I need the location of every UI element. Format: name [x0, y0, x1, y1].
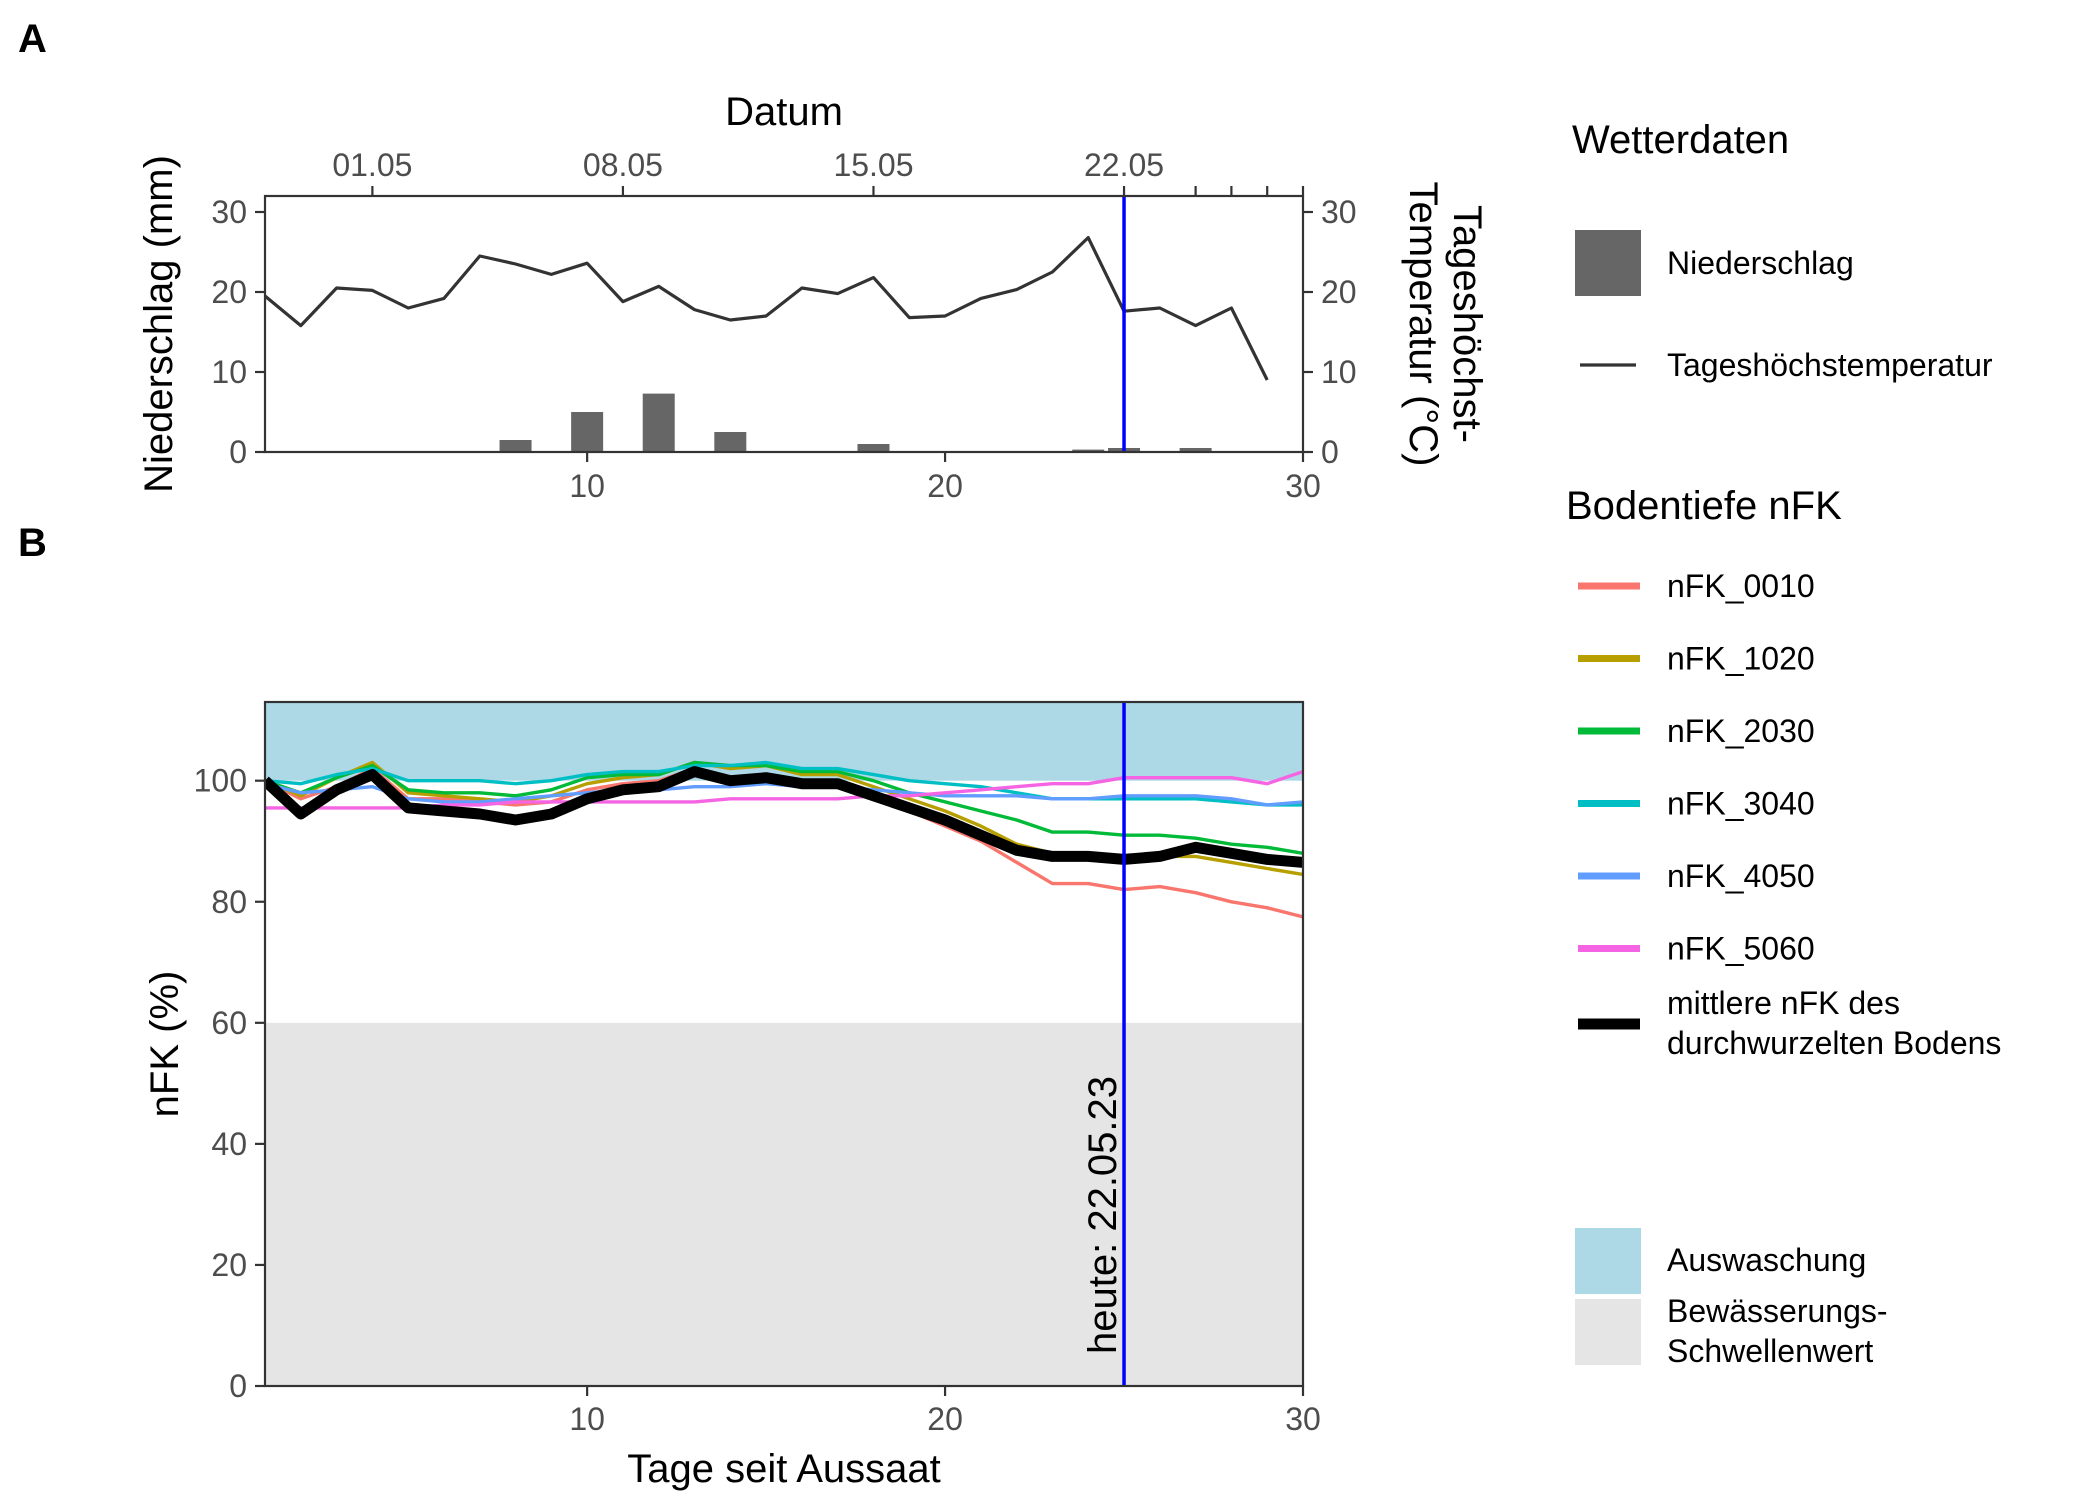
precip-tick-label: 30	[211, 194, 247, 230]
date-axis: 01.05 08.05 15.05 22.05	[332, 147, 1305, 196]
today-label: heute: 22.05.23	[1081, 1076, 1125, 1354]
precip-bar	[1072, 449, 1105, 452]
legend-soil-title: Bodentiefe nFK	[1566, 484, 1842, 528]
legend-temp-label: Tageshöchstemperatur	[1667, 347, 1993, 383]
series-line-nFK_2030	[265, 760, 1303, 855]
legend-leaching-label: Auswaschung	[1667, 1242, 1866, 1278]
precip-tick-label: 0	[229, 434, 247, 470]
temp-tick-label: 10	[1321, 354, 1357, 390]
nfk-axis: 0 20 40 60 80 100	[194, 763, 265, 1404]
precip-tick-label: 10	[211, 354, 247, 390]
precip-bar	[1179, 448, 1212, 452]
legend-precip-label: Niederschlag	[1667, 245, 1854, 281]
date-axis-title: Datum	[725, 90, 843, 134]
day-axis-b: 10 20 30	[569, 1386, 1321, 1437]
nfk-tick-label: 60	[211, 1005, 247, 1041]
temp-line	[265, 236, 1269, 381]
temp-axis: 0 10 20 30	[1303, 194, 1357, 470]
day-tick-label-b: 30	[1285, 1401, 1321, 1437]
panel-b-frame	[263, 700, 1305, 1388]
legend-mean-label-line1: mittlere nFK des	[1667, 985, 1900, 1021]
temp-tick-label: 20	[1321, 274, 1357, 310]
legend-precip-key	[1575, 230, 1641, 296]
nfk-tick-label: 0	[229, 1368, 247, 1404]
date-tick-label: 01.05	[332, 147, 412, 183]
legend-label-nFK_3040: nFK_3040	[1667, 786, 1815, 822]
temp-tick-label: 0	[1321, 434, 1339, 470]
legend-label-nFK_1020: nFK_1020	[1667, 641, 1815, 677]
precip-axis: 0 10 20 30	[211, 194, 265, 470]
legend-label-nFK_5060: nFK_5060	[1667, 931, 1815, 967]
nfk-tick-label: 20	[211, 1247, 247, 1283]
nfk-lines	[265, 760, 1303, 919]
mean-nfk-line	[265, 766, 1303, 868]
precip-bar	[642, 393, 675, 452]
nfk-tick-label: 100	[194, 763, 247, 799]
precip-bar	[714, 432, 747, 452]
legend-threshold-label-line2: Schwellenwert	[1667, 1333, 1873, 1369]
date-tick-label: 08.05	[583, 147, 663, 183]
temp-axis-title-line1: Tageshöchst-	[1445, 205, 1489, 443]
nfk-axis-title: nFK (%)	[143, 971, 187, 1118]
panel-a-frame	[263, 194, 1305, 454]
day-tick-label-a: 30	[1285, 468, 1321, 504]
legend-leaching-key	[1575, 1228, 1641, 1294]
weather-chart: Datum 01.05 08.05 15.05 22.05 0 10 20 30 0 10 20…	[137, 90, 1489, 504]
day-tick-label-b: 20	[927, 1401, 963, 1437]
legend-soil-items: nFK_0010 nFK_1020 nFK_2030 nFK_3040 nFK_4050…	[1578, 568, 1815, 967]
precip-bars	[356, 393, 1212, 452]
date-tick-label: 15.05	[833, 147, 913, 183]
legend-label-nFK_2030: nFK_2030	[1667, 713, 1815, 749]
legend-weather-title: Wetterdaten	[1572, 118, 1789, 162]
legend-threshold-label-line1: Bewässerungs-	[1667, 1293, 1888, 1329]
nfk-tick-label: 80	[211, 884, 247, 920]
precip-bar	[499, 440, 532, 452]
legend-mean-label-line2: durchwurzelten Bodens	[1667, 1025, 2001, 1061]
day-tick-label-b: 10	[569, 1401, 605, 1437]
threshold-band	[265, 1022, 1303, 1386]
precip-bar	[857, 444, 890, 452]
legend-threshold-key	[1575, 1299, 1641, 1365]
day-axis-a: 10 20 30	[569, 452, 1321, 504]
panel-a-label: A	[18, 17, 47, 61]
day-tick-label-a: 20	[927, 468, 963, 504]
legend-label-nFK_0010: nFK_0010	[1667, 568, 1815, 604]
day-tick-label-a: 10	[569, 468, 605, 504]
date-tick-label: 22.05	[1084, 147, 1164, 183]
precip-bar	[571, 412, 604, 452]
series-line-nFK_3040	[265, 760, 1303, 807]
days-axis-title: Tage seit Aussaat	[627, 1447, 941, 1491]
legend: Wetterdaten Niederschlag Tageshöchstempe…	[1566, 118, 2001, 1369]
temp-tick-label: 30	[1321, 194, 1357, 230]
temp-axis-title-line2: Temperatur (°C)	[1401, 182, 1445, 467]
nfk-tick-label: 40	[211, 1126, 247, 1162]
precip-axis-title: Niederschlag (mm)	[137, 155, 181, 493]
nfk-chart: heute: 22.05.23 0 20 40 60 80 100 10 20 30 Tage…	[143, 700, 1321, 1491]
panel-b-label: B	[18, 521, 47, 565]
precip-tick-label: 20	[211, 274, 247, 310]
legend-label-nFK_4050: nFK_4050	[1667, 858, 1815, 894]
